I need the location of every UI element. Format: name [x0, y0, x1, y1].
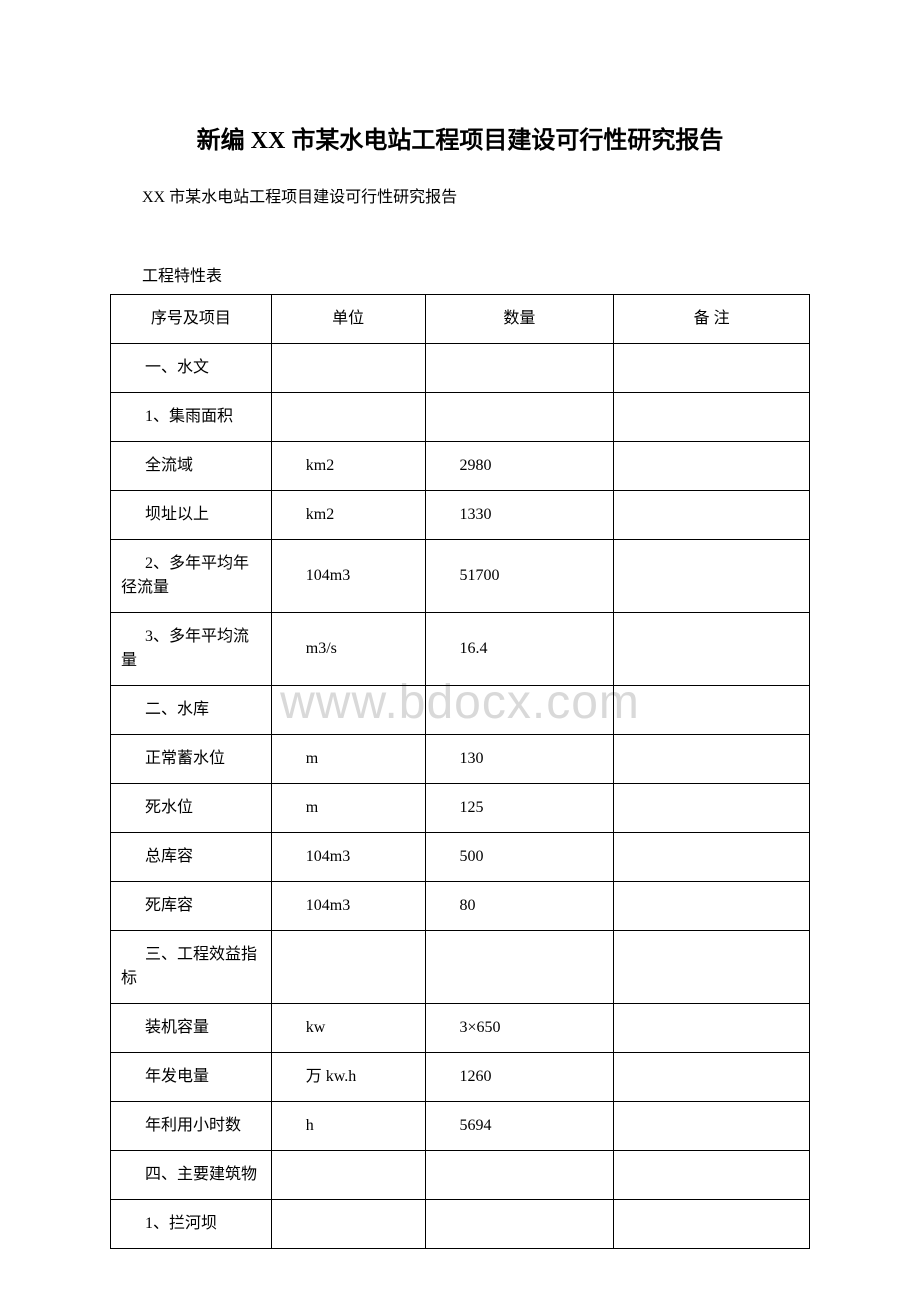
cell-name: 总库容 [111, 833, 272, 882]
cell-qty [425, 931, 614, 1004]
cell-name: 一、水文 [111, 344, 272, 393]
cell-name: 3、多年平均流量 [111, 613, 272, 686]
cell-qty [425, 1151, 614, 1200]
table-row: 二、水库 [111, 686, 810, 735]
cell-unit: m [271, 735, 425, 784]
cell-note [614, 1053, 810, 1102]
cell-note [614, 1004, 810, 1053]
cell-name: 年利用小时数 [111, 1102, 272, 1151]
cell-name: 2、多年平均年径流量 [111, 540, 272, 613]
table-row: 正常蓄水位m130 [111, 735, 810, 784]
cell-qty: 1260 [425, 1053, 614, 1102]
cell-note [614, 442, 810, 491]
cell-name: 死库容 [111, 882, 272, 931]
cell-unit: 万 kw.h [271, 1053, 425, 1102]
cell-qty: 3×650 [425, 1004, 614, 1053]
cell-qty: 5694 [425, 1102, 614, 1151]
table-row: 3、多年平均流量m3/s16.4 [111, 613, 810, 686]
cell-qty: 125 [425, 784, 614, 833]
table-header-row: 序号及项目 单位 数量 备 注 [111, 295, 810, 344]
cell-name: 二、水库 [111, 686, 272, 735]
table-row: 装机容量kw3×650 [111, 1004, 810, 1053]
cell-note [614, 735, 810, 784]
table-row: 死水位m125 [111, 784, 810, 833]
cell-unit: m3/s [271, 613, 425, 686]
cell-qty: 500 [425, 833, 614, 882]
cell-qty: 130 [425, 735, 614, 784]
cell-unit [271, 1200, 425, 1249]
cell-note [614, 1151, 810, 1200]
cell-qty: 2980 [425, 442, 614, 491]
cell-note [614, 491, 810, 540]
cell-unit [271, 393, 425, 442]
cell-note [614, 882, 810, 931]
cell-unit: km2 [271, 442, 425, 491]
header-col2: 单位 [271, 295, 425, 344]
document-title: 新编 XX 市某水电站工程项目建设可行性研究报告 [110, 120, 810, 155]
cell-qty [425, 393, 614, 442]
cell-note [614, 613, 810, 686]
cell-unit [271, 344, 425, 393]
table-row: 2、多年平均年径流量104m351700 [111, 540, 810, 613]
cell-unit: h [271, 1102, 425, 1151]
cell-qty: 51700 [425, 540, 614, 613]
cell-note [614, 1200, 810, 1249]
cell-note [614, 931, 810, 1004]
cell-note [614, 393, 810, 442]
cell-note [614, 344, 810, 393]
cell-unit: 104m3 [271, 540, 425, 613]
cell-name: 全流域 [111, 442, 272, 491]
cell-name: 1、拦河坝 [111, 1200, 272, 1249]
cell-name: 装机容量 [111, 1004, 272, 1053]
cell-name: 四、主要建筑物 [111, 1151, 272, 1200]
table-caption: 工程特性表 [110, 262, 810, 286]
cell-qty [425, 1200, 614, 1249]
header-col4: 备 注 [614, 295, 810, 344]
document-content: 新编 XX 市某水电站工程项目建设可行性研究报告 XX 市某水电站工程项目建设可… [110, 120, 810, 1249]
table-row: 总库容104m3500 [111, 833, 810, 882]
cell-unit: 104m3 [271, 882, 425, 931]
table-row: 一、水文 [111, 344, 810, 393]
cell-unit [271, 1151, 425, 1200]
table-row: 年利用小时数h5694 [111, 1102, 810, 1151]
table-row: 全流域km22980 [111, 442, 810, 491]
cell-note [614, 686, 810, 735]
cell-qty [425, 344, 614, 393]
table-row: 四、主要建筑物 [111, 1151, 810, 1200]
cell-qty: 80 [425, 882, 614, 931]
table-row: 坝址以上km21330 [111, 491, 810, 540]
header-col1: 序号及项目 [111, 295, 272, 344]
cell-note [614, 540, 810, 613]
cell-name: 1、集雨面积 [111, 393, 272, 442]
table-row: 1、集雨面积 [111, 393, 810, 442]
cell-unit: kw [271, 1004, 425, 1053]
table-row: 1、拦河坝 [111, 1200, 810, 1249]
cell-qty: 16.4 [425, 613, 614, 686]
characteristics-table: 序号及项目 单位 数量 备 注 一、水文1、集雨面积全流域km22980坝址以上… [110, 294, 810, 1249]
table-row: 三、工程效益指标 [111, 931, 810, 1004]
cell-unit [271, 931, 425, 1004]
document-subtitle: XX 市某水电站工程项目建设可行性研究报告 [110, 183, 810, 207]
header-col3: 数量 [425, 295, 614, 344]
cell-note [614, 1102, 810, 1151]
cell-unit: 104m3 [271, 833, 425, 882]
cell-qty: 1330 [425, 491, 614, 540]
cell-name: 三、工程效益指标 [111, 931, 272, 1004]
cell-name: 年发电量 [111, 1053, 272, 1102]
table-row: 死库容104m380 [111, 882, 810, 931]
cell-name: 坝址以上 [111, 491, 272, 540]
cell-unit [271, 686, 425, 735]
cell-name: 正常蓄水位 [111, 735, 272, 784]
table-row: 年发电量万 kw.h1260 [111, 1053, 810, 1102]
cell-note [614, 784, 810, 833]
cell-unit: m [271, 784, 425, 833]
cell-name: 死水位 [111, 784, 272, 833]
cell-unit: km2 [271, 491, 425, 540]
cell-note [614, 833, 810, 882]
cell-qty [425, 686, 614, 735]
